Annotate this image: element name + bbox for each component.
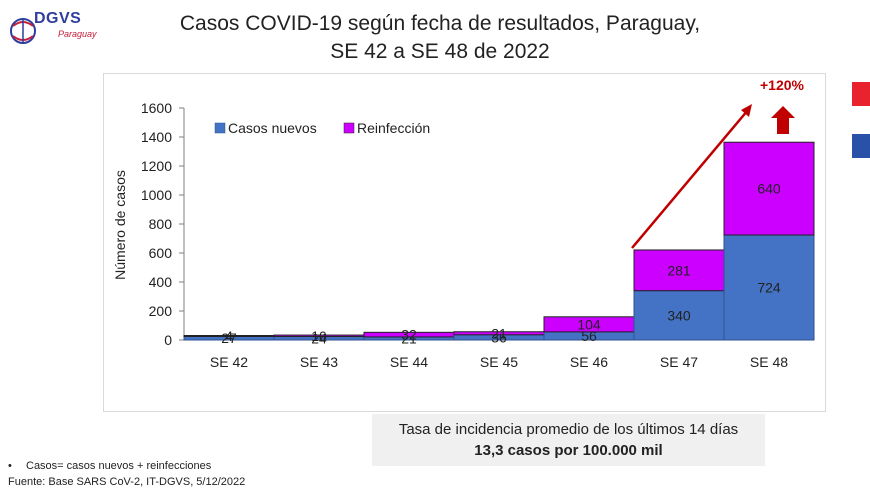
y-tick-label: 600	[149, 245, 173, 261]
logo-text: DGVS	[34, 10, 82, 27]
data-label: 24	[311, 330, 327, 346]
data-label: 640	[757, 181, 781, 197]
dgvs-logo	[6, 10, 106, 50]
x-tick-label: SE 46	[570, 354, 608, 370]
footnote-definition: Casos= casos nuevos + reinfecciones	[26, 460, 212, 472]
x-tick-label: SE 45	[480, 354, 518, 370]
y-tick-label: 800	[149, 216, 173, 232]
increase-annotation: +120%	[760, 77, 805, 93]
data-label: 32	[401, 327, 417, 343]
x-tick-label: SE 48	[750, 354, 788, 370]
flag-blue-stripe	[852, 134, 870, 158]
incidence-line-1: Tasa de incidencia promedio de los últim…	[398, 421, 739, 438]
title-line-1: Casos COVID-19 según fecha de resultados…	[179, 12, 701, 35]
y-tick-label: 1600	[141, 100, 172, 116]
data-label: 104	[577, 316, 601, 332]
bar-reinfeccion	[633, 249, 725, 292]
footnote-source: Fuente: Base SARS CoV-2, IT-DGVS, 5/12/2…	[8, 476, 246, 488]
y-tick-label: 200	[149, 303, 173, 319]
y-tick-label: 1200	[141, 158, 172, 174]
y-axis-label: Número de casos	[112, 170, 128, 280]
legend-label-new: Casos nuevos	[228, 120, 317, 136]
title-line-2: SE 42 a SE 48 de 2022	[330, 40, 550, 63]
incidence-line-2: 13,3 casos por 100.000 mil	[474, 442, 663, 459]
y-tick-label: 1400	[141, 129, 172, 145]
data-label: 21	[491, 325, 507, 341]
legend: Casos nuevos Reinfección	[214, 120, 430, 136]
legend-label-reinf: Reinfección	[357, 120, 430, 136]
up-arrow-icon	[771, 106, 795, 134]
x-tick-label: SE 47	[660, 354, 698, 370]
data-label: 10	[311, 328, 327, 344]
trend-arrow	[631, 104, 752, 249]
x-tick-label: SE 44	[390, 354, 428, 370]
logo-subtext: Paraguay	[58, 29, 97, 39]
legend-swatch-new	[214, 122, 226, 134]
footnote: • Casos= casos nuevos + reinfecciones Fue…	[8, 458, 245, 490]
bar-casos-nuevos	[723, 234, 815, 341]
legend-swatch-reinf	[343, 122, 355, 134]
x-tick-label: SE 43	[300, 354, 338, 370]
y-tick-label: 1000	[141, 187, 172, 203]
data-label: 27	[221, 330, 237, 346]
bar-reinfeccion	[723, 141, 815, 236]
data-label: 724	[757, 280, 781, 296]
data-label: 281	[667, 262, 691, 278]
bar-casos-nuevos	[633, 290, 725, 341]
chart-title: Casos COVID-19 según fecha de resultados…	[160, 10, 720, 66]
y-tick-label: 0	[164, 332, 172, 348]
incidence-box: Tasa de incidencia promedio de los últim…	[372, 414, 765, 466]
data-label: 4	[225, 328, 233, 344]
flag-red-stripe	[852, 82, 870, 106]
data-label: 340	[667, 307, 691, 323]
y-tick-label: 400	[149, 274, 173, 290]
x-tick-label: SE 42	[210, 354, 248, 370]
footnote-bullet: •	[8, 460, 12, 472]
